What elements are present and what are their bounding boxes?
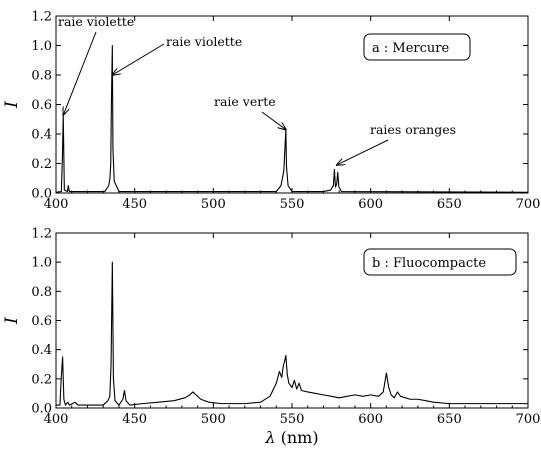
y-tick-label: 0.6	[31, 98, 52, 113]
series-line	[55, 44, 529, 193]
annotation-label: raie verte	[214, 94, 276, 109]
annotation-arrow	[112, 43, 165, 75]
x-tick-label: 550	[280, 197, 305, 212]
x-tick-label: 600	[358, 412, 383, 427]
annotation-label: raie violette	[58, 14, 134, 29]
x-tick-label: 400	[44, 412, 69, 427]
legend-label: a : Mercure	[372, 41, 449, 56]
y-tick-label: 1.0	[31, 256, 52, 271]
x-tick-label: 500	[201, 197, 226, 212]
annotation-arrow	[63, 31, 97, 115]
x-tick-label: 450	[122, 412, 147, 427]
y-tick-label: 0.8	[31, 285, 52, 300]
x-axis-label: λ (nm)	[264, 428, 318, 447]
x-tick-label: 700	[516, 412, 541, 427]
series-line	[56, 261, 528, 406]
chart-panel-mercure: 400 450 500 550 600 650 700 0.0 0.2 0.4 0.6 0.8 1.0 1…	[2, 10, 540, 213]
x-tick-label: 700	[516, 197, 541, 212]
x-tick-label: 500	[201, 412, 226, 427]
x-tick-label: 650	[437, 412, 462, 427]
y-axis-label: I	[2, 317, 22, 325]
x-tick-label: 450	[122, 197, 147, 212]
y-tick-label: 0.2	[31, 157, 52, 172]
y-tick-label: 0.0	[31, 187, 52, 202]
annotation-arrow	[261, 111, 286, 130]
y-tick-label: 0.4	[31, 343, 52, 358]
y-tick-label: 0.6	[31, 314, 52, 329]
annotation-label: raies oranges	[370, 122, 456, 137]
x-tick-label: 550	[280, 412, 305, 427]
legend-label: b : Fluocompacte	[372, 256, 486, 271]
y-tick-label: 0.0	[31, 402, 52, 417]
y-axis-label: I	[2, 101, 22, 109]
x-tick-label: 650	[437, 197, 462, 212]
y-tick-label: 1.2	[31, 227, 52, 242]
x-tick-label: 400	[44, 197, 69, 212]
y-tick-label: 1.0	[31, 39, 52, 54]
chart-panel-fluocompacte: 400 450 500 550 600 650 700 0.0 0.2 0.4 0.6 0.8 1.0 1…	[2, 227, 540, 448]
x-tick-label: 600	[358, 197, 383, 212]
y-tick-label: 1.2	[31, 10, 52, 25]
legend-box	[363, 248, 517, 276]
y-tick-label: 0.8	[31, 69, 52, 84]
y-tick-label: 0.4	[31, 128, 52, 143]
annotation-label: raie violette	[166, 34, 242, 49]
y-tick-label: 0.2	[31, 372, 52, 387]
annotation-arrow	[337, 139, 389, 165]
legend-box	[363, 33, 471, 61]
